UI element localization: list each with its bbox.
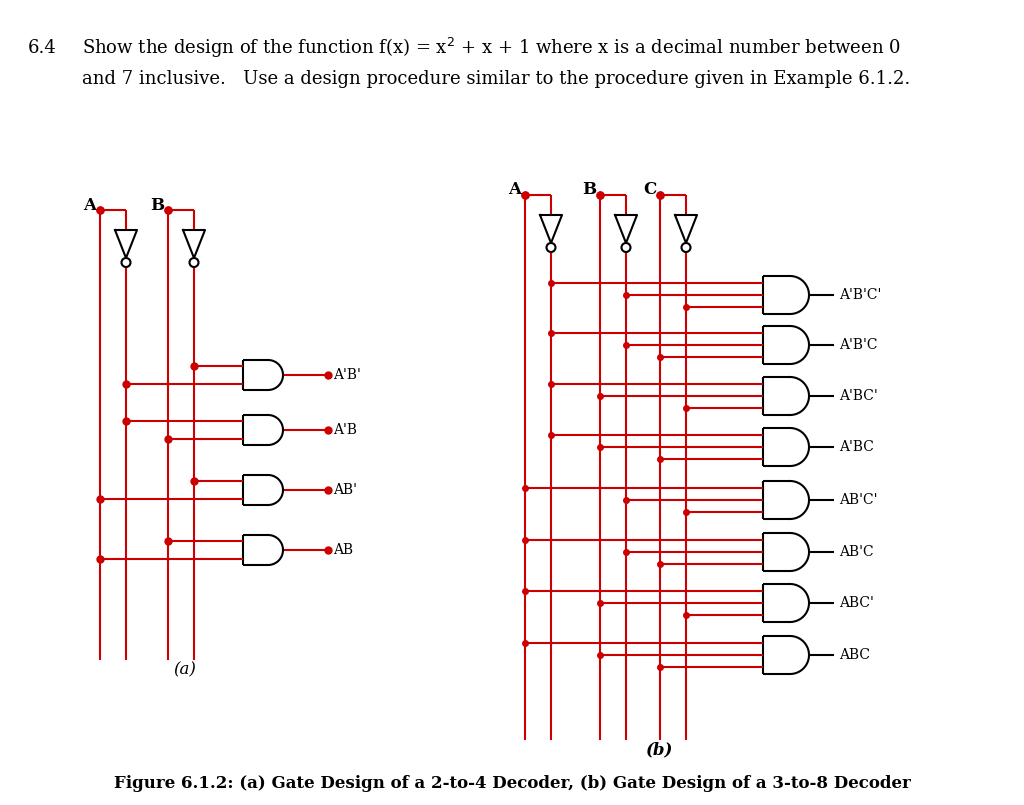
Text: AB': AB' — [333, 483, 357, 497]
Circle shape — [189, 258, 199, 267]
Text: A'B: A'B — [333, 423, 357, 437]
Text: A'B'C: A'B'C — [839, 338, 878, 352]
Text: ABC: ABC — [839, 648, 870, 662]
Circle shape — [682, 243, 690, 252]
Text: (b): (b) — [646, 741, 674, 758]
Circle shape — [547, 243, 555, 252]
Text: AB: AB — [333, 543, 353, 557]
Text: (a): (a) — [173, 662, 197, 679]
Text: B: B — [150, 196, 164, 213]
Text: C: C — [643, 180, 656, 197]
Text: AB'C': AB'C' — [839, 493, 878, 507]
Text: A'BC: A'BC — [839, 440, 873, 454]
Text: B: B — [582, 180, 596, 197]
Text: AB'C: AB'C — [839, 545, 873, 559]
Text: A'B'C': A'B'C' — [839, 288, 882, 302]
Circle shape — [622, 243, 631, 252]
Text: A'B': A'B' — [333, 368, 360, 382]
Text: A'BC': A'BC' — [839, 389, 878, 403]
Text: Figure 6.1.2: (a) Gate Design of a 2-to-4 Decoder, (b) Gate Design of a 3-to-8 D: Figure 6.1.2: (a) Gate Design of a 2-to-… — [114, 774, 910, 791]
Text: A: A — [83, 196, 96, 213]
Text: 6.4: 6.4 — [28, 39, 56, 57]
Text: Show the design of the function f(x) = x$^2$ + x + 1 where x is a decimal number: Show the design of the function f(x) = x… — [82, 36, 900, 60]
Text: and 7 inclusive.   Use a design procedure similar to the procedure given in Exam: and 7 inclusive. Use a design procedure … — [82, 70, 910, 88]
Circle shape — [122, 258, 130, 267]
Text: ABC': ABC' — [839, 596, 873, 610]
Text: A: A — [508, 180, 521, 197]
